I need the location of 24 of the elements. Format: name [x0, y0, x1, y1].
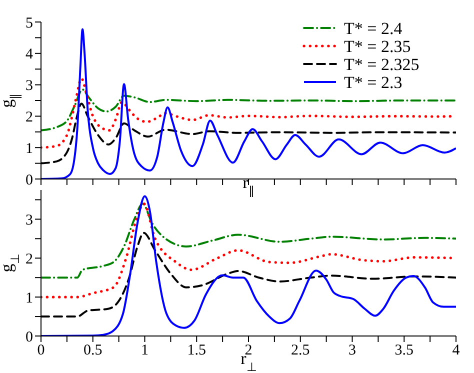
legend-label: T* = 2.4	[344, 19, 403, 38]
y-tick-label: 4	[26, 46, 34, 63]
x-tick-label: 1.5	[187, 342, 206, 359]
y-tick-label: 0	[26, 172, 33, 188]
y-tick-label: 2	[26, 110, 33, 126]
x-tick-label: 0.5	[84, 342, 102, 359]
x-tick-label: 0	[37, 342, 45, 359]
y-tick-label: 3	[26, 212, 33, 229]
legend-label: T* = 2.3	[344, 73, 402, 92]
x-tick-label: 3.5	[394, 342, 414, 359]
x-tick-label: 1	[141, 342, 148, 359]
x-tick-label: 3	[348, 342, 356, 359]
legend-label: T* = 2.35	[344, 37, 411, 56]
y-tick-label: 5	[26, 15, 33, 32]
y-tick-label: 0	[26, 329, 33, 346]
legend-label: T* = 2.325	[344, 55, 420, 74]
y-tick-label: 1	[26, 140, 33, 157]
line-series	[41, 88, 456, 132]
y-tick-label: 3	[26, 78, 33, 94]
y-tick-label: 1	[26, 290, 33, 306]
x-tick-label: 2.5	[291, 342, 310, 359]
y-tick-label: 2	[26, 251, 33, 268]
x-tick-label: 4	[452, 342, 460, 359]
line-series	[41, 202, 456, 279]
